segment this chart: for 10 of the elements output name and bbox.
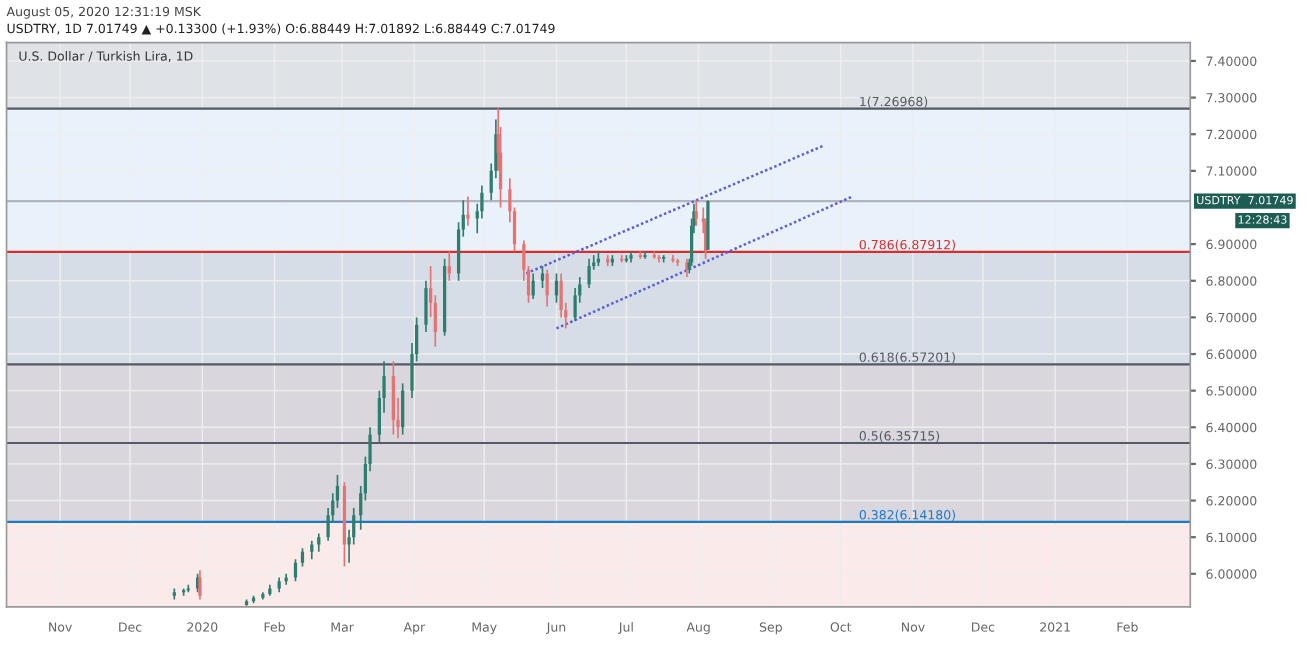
- candlestick: [540, 265, 545, 289]
- candlestick: [317, 532, 321, 553]
- candlestick: [401, 382, 405, 436]
- candlestick: [424, 279, 428, 333]
- candlestick: [300, 547, 305, 568]
- candlestick: [587, 257, 591, 289]
- candlestick: [391, 360, 395, 436]
- candlestick: [545, 268, 549, 308]
- candlestick: [466, 195, 470, 227]
- candlestick: [643, 250, 647, 260]
